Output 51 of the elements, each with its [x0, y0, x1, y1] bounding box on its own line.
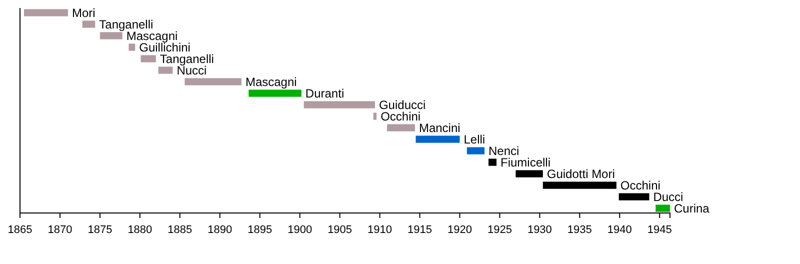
x-tick-label: 1945	[647, 224, 672, 236]
bar	[386, 124, 415, 132]
x-tick-label: 1935	[567, 224, 592, 236]
x-tick-label: 1875	[88, 224, 112, 236]
x-tick-label: 1920	[447, 224, 472, 236]
bar	[82, 20, 96, 28]
y-tick-label: Occhini	[380, 109, 421, 124]
x-tick-label: 1870	[48, 224, 72, 236]
x-tick-label: 1930	[527, 224, 552, 236]
x-tick-label: 1885	[168, 224, 192, 236]
x-tick-label: 1905	[328, 224, 352, 236]
y-tick-label: Mori	[72, 6, 96, 20]
bar	[140, 55, 156, 62]
x-tick-label: 1895	[248, 224, 272, 236]
bar	[516, 170, 543, 178]
bar	[542, 182, 616, 189]
x-tick-label: 1910	[368, 224, 392, 236]
y-tick-label: Guiducci	[378, 98, 426, 112]
y-tick-label: Occhini	[620, 178, 660, 192]
x-tick-label: 1890	[208, 224, 232, 236]
bar	[488, 158, 497, 166]
bar	[128, 44, 136, 51]
y-tick-label: Curina	[674, 201, 710, 216]
bar	[373, 112, 377, 120]
bar	[184, 78, 242, 86]
bar	[416, 136, 460, 143]
y-tick-label: Lelli	[464, 132, 486, 146]
y-tick-label: Mancini	[418, 120, 460, 135]
y-tick-label: Mascagni	[126, 28, 178, 43]
y-tick-label: Duranti	[305, 86, 344, 100]
x-tick-label: 1880	[128, 224, 152, 236]
x-tick-label: 1915	[408, 224, 432, 236]
x-tick-label: 1940	[607, 224, 632, 236]
y-tick-label: Guidotti Mori	[546, 166, 615, 181]
y-tick-label: Ducci	[653, 190, 684, 204]
bar	[304, 101, 375, 108]
bar	[100, 32, 122, 40]
y-tick-label: Tanganelli	[160, 52, 214, 66]
y-tick-label: Fiumicelli	[500, 155, 551, 170]
bar	[158, 66, 173, 74]
bar	[618, 193, 650, 200]
bar	[24, 9, 68, 16]
y-tick-label: Tanganelli	[99, 17, 154, 32]
bar	[656, 204, 670, 212]
bar	[466, 147, 485, 154]
x-tick-label: 1900	[288, 224, 312, 236]
x-tick-label: 1925	[487, 224, 512, 236]
bar	[248, 90, 302, 97]
y-tick-label: Mascagni	[245, 74, 297, 89]
y-tick-label: Nenci	[488, 144, 520, 158]
x-tick-label: 1865	[8, 224, 32, 236]
